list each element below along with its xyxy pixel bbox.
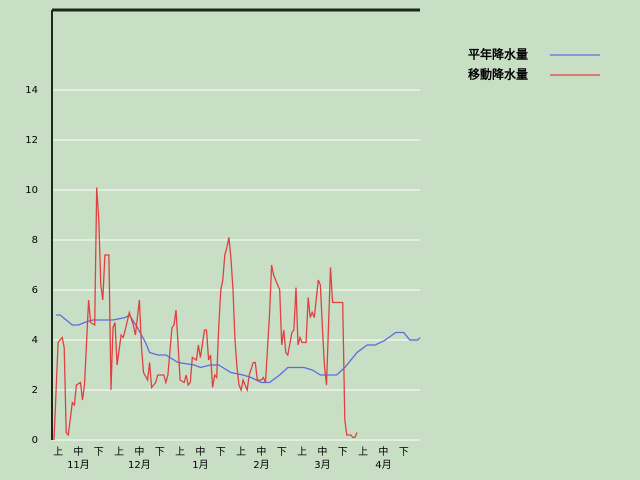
month-label: 3月 [314, 459, 330, 471]
month-label: 12月 [128, 459, 151, 471]
x-tick-label: 中 [317, 445, 327, 458]
y-tick-label: 14 [25, 85, 38, 96]
month-label: 4月 [375, 459, 391, 471]
x-tick-label: 上 [175, 446, 185, 458]
x-tick-label: 下 [338, 447, 348, 458]
x-tick-label: 中 [73, 445, 83, 458]
month-label: 11月 [67, 459, 90, 471]
x-tick-label: 下 [399, 447, 409, 458]
x-tick-label: 上 [114, 446, 124, 458]
y-tick-label: 2 [32, 385, 38, 396]
x-tick-label: 中 [195, 445, 205, 458]
y-tick-label: 0 [32, 435, 38, 446]
x-tick-label: 上 [53, 446, 63, 458]
y-tick-label: 4 [32, 335, 38, 346]
x-tick-label: 下 [94, 447, 104, 458]
legend-label: 平年降水量 [468, 47, 528, 62]
x-tick-label: 上 [297, 446, 307, 458]
x-tick-label: 上 [358, 446, 368, 458]
x-tick-label: 中 [378, 445, 388, 458]
x-tick-label: 下 [277, 447, 287, 458]
legend-label: 移動降水量 [468, 67, 528, 82]
x-tick-label: 中 [134, 445, 144, 458]
x-tick-label: 下 [216, 447, 226, 458]
y-tick-label: 10 [25, 185, 38, 196]
x-tick-label: 中 [256, 445, 266, 458]
y-tick-label: 6 [32, 285, 38, 296]
x-tick-label: 下 [155, 447, 165, 458]
month-label: 2月 [253, 459, 269, 471]
y-tick-label: 8 [32, 235, 38, 246]
series-line [53, 187, 358, 441]
month-label: 1月 [192, 459, 208, 471]
y-tick-label: 12 [25, 135, 38, 146]
x-tick-label: 上 [236, 446, 246, 458]
